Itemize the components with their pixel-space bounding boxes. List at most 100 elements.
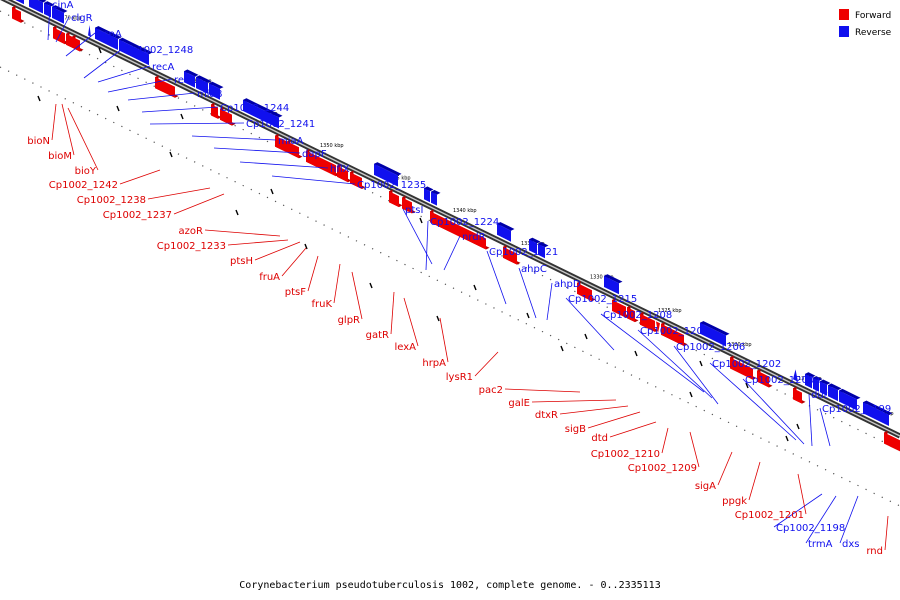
reverse-gene — [538, 242, 549, 259]
reverse-gene — [52, 5, 68, 24]
forward-gene — [389, 189, 403, 208]
reverse-gene-label: Cp1002_1241 — [246, 119, 315, 130]
gene-face — [700, 322, 726, 347]
forward-gene-label-leader — [227, 239, 289, 246]
gene-top — [243, 98, 270, 112]
gene-top — [37, 0, 47, 3]
gene-face — [66, 33, 72, 48]
forward-gene — [211, 102, 222, 119]
reverse-gene-label-leader — [83, 48, 123, 79]
reverse-gene-label-leader — [65, 32, 96, 57]
feature-marker — [37, 95, 41, 102]
forward-gene-label-leader — [587, 411, 641, 429]
reverse-gene-label: Cp1002_1207 — [640, 326, 709, 337]
scale-tick-label: 1345 kbp — [387, 176, 411, 182]
reverse-gene-label: ahpD — [554, 279, 581, 290]
feature-marker — [369, 282, 373, 289]
gene-face — [503, 246, 517, 265]
gene-arrow — [88, 25, 91, 37]
reverse-gene-label: cinA — [52, 0, 74, 11]
forward-gene-label: bioY — [75, 166, 97, 177]
reverse-gene — [424, 186, 434, 203]
forward-gene-label: azoR — [179, 226, 203, 237]
reverse-gene-label: recX — [174, 75, 197, 86]
feature-marker — [436, 315, 440, 322]
forward-gene-label-leader — [333, 263, 341, 304]
gene-top — [374, 162, 402, 176]
feature-marker — [169, 151, 173, 158]
gene-face — [15, 0, 24, 5]
gene-face — [287, 141, 299, 159]
gene-face — [306, 150, 336, 177]
reverse-gene-label-leader — [55, 16, 70, 43]
reverse-gene-label: Cp1002_1200a — [745, 375, 820, 386]
forward-gene — [793, 386, 806, 404]
scale-tick-label: 1370 kbp — [58, 15, 82, 21]
feature-marker — [473, 284, 477, 291]
forward-gene-label-leader — [351, 271, 363, 320]
forward-gene-label: Cp1002_1233 — [157, 241, 226, 252]
forward-gene — [430, 209, 490, 250]
reverse-gene — [15, 0, 24, 5]
forward-gene — [503, 245, 521, 265]
forward-gene-label: dtxR — [535, 410, 558, 421]
gene-top — [538, 242, 549, 248]
reverse-gene-label-leader — [808, 393, 813, 447]
reverse-gene-label: Cp1002_1199 — [822, 404, 891, 415]
feature-marker — [634, 350, 638, 357]
gene-face — [424, 188, 430, 203]
reverse-gene-label: hflX — [330, 164, 350, 175]
gene-face — [661, 323, 684, 346]
forward-gene — [275, 133, 291, 153]
gene-face — [839, 390, 857, 411]
reverse-gene — [110, 33, 122, 50]
gene-top — [604, 274, 623, 284]
gene-top — [700, 321, 730, 336]
scale-dots-lower — [0, 66, 900, 507]
reverse-gene-label: dut — [811, 390, 828, 401]
reverse-gene — [793, 369, 798, 382]
reverse-gene — [863, 400, 893, 426]
gene-face — [793, 388, 802, 404]
forward-gene — [402, 195, 416, 214]
reverse-gene-label-leader — [742, 378, 805, 445]
reverse-gene-label: recA — [152, 62, 175, 73]
gene-top — [209, 81, 224, 89]
reverse-gene-label-leader — [839, 495, 859, 544]
reverse-gene-label: Cp1002_1206 — [676, 342, 745, 353]
forward-gene — [337, 164, 352, 183]
gene-face — [155, 77, 175, 98]
forward-gene — [72, 34, 84, 52]
forward-gene-label: sigA — [695, 481, 716, 492]
reverse-gene-label-leader — [819, 407, 831, 447]
forward-gene — [220, 107, 236, 126]
reverse-gene-label: miaB — [197, 89, 223, 100]
gene-face — [184, 71, 195, 88]
gene-face — [828, 385, 838, 402]
gene-face — [119, 39, 139, 61]
reverse-gene-label-leader — [107, 78, 173, 93]
forward-gene — [884, 430, 900, 452]
gene-top — [110, 33, 122, 39]
gene-face — [211, 104, 218, 119]
reverse-gene-label-leader — [773, 493, 823, 528]
gene-top — [813, 376, 823, 381]
gene-top — [529, 237, 541, 244]
reverse-gene-label-leader — [546, 282, 553, 321]
reverse-gene — [209, 81, 224, 100]
reverse-gene-label: Cp1002_1202 — [712, 359, 781, 370]
forward-gene-label-leader — [504, 388, 581, 393]
reverse-gene — [243, 98, 270, 123]
reverse-gene-label: miaA — [278, 136, 304, 147]
forward-gene-label: dtd — [591, 433, 608, 444]
scale-tick-label: 1325 kbp — [658, 308, 682, 314]
forward-gene-label: Cp1002_1210 — [591, 449, 660, 460]
reverse-gene-label: nrdR — [462, 232, 486, 243]
reverse-gene-label: pspA — [97, 29, 122, 40]
forward-gene-label-leader — [531, 399, 617, 403]
feature-marker — [270, 188, 274, 195]
reverse-gene — [813, 376, 823, 392]
forward-gene-label-leader — [403, 297, 419, 347]
reverse-gene — [497, 222, 515, 242]
forward-gene-label: bioM — [48, 151, 72, 162]
